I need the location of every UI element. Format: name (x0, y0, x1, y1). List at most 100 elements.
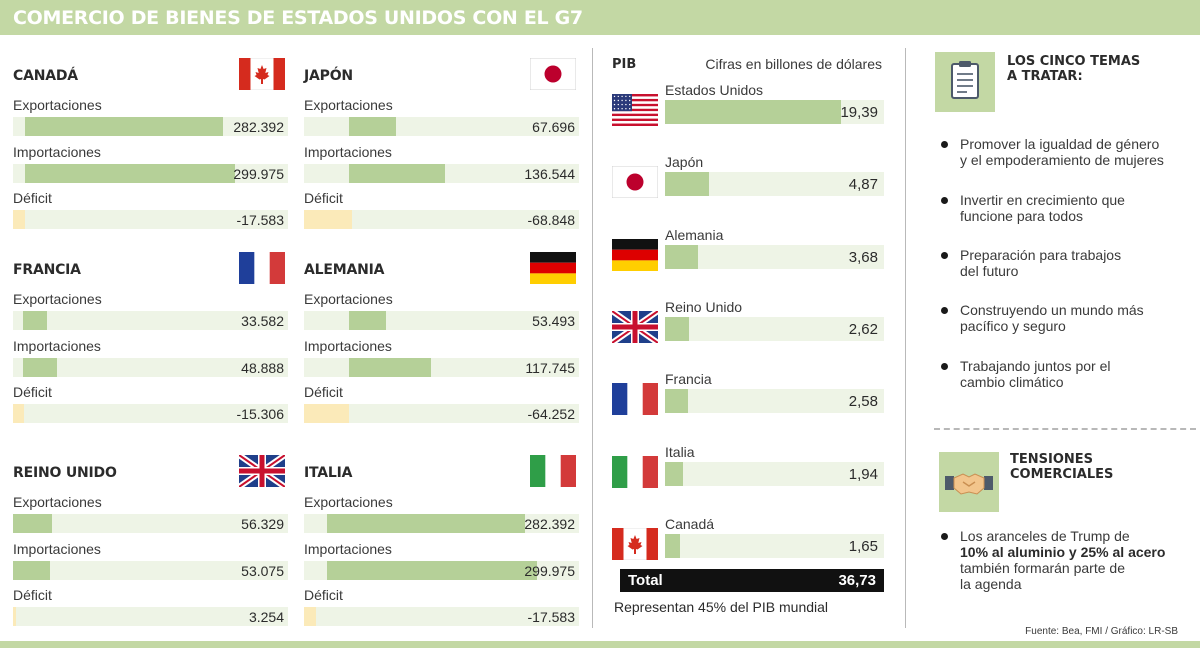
pib-value: 3,68 (848, 248, 878, 266)
pib-country-name: Alemania (665, 226, 724, 243)
theme-bullet-dot (941, 197, 948, 204)
metric-value: 282.392 (524, 516, 575, 532)
theme-item-line2: funcione para todos (960, 208, 1083, 224)
pib-bar (665, 172, 710, 197)
metric-exports: Exportaciones 53.493 (304, 291, 579, 335)
pib-value: 4,87 (848, 176, 878, 194)
title-bar: COMERCIO DE BIENES DE ESTADOS UNIDOS CON… (0, 0, 1200, 35)
pib-bar-track (665, 316, 884, 341)
france-flag (239, 252, 285, 284)
tensions-bullet-dot (941, 533, 948, 540)
metric-deficit: Déficit -68.848 (304, 190, 579, 234)
metric-label: Exportaciones (13, 97, 102, 113)
germany-flag (612, 238, 658, 271)
country-block-0: CANADÁ Exportaciones 282.392 Importaciones 2… (13, 57, 288, 243)
bar-track (304, 514, 579, 533)
country-block-4: REINO UNIDO Exportaciones 56.329 Importacio… (13, 452, 288, 640)
bar-imports (25, 164, 235, 183)
pib-bar-track (665, 389, 884, 414)
bar-imports (349, 164, 445, 183)
bar-imports (327, 561, 537, 580)
metric-exports: Exportaciones 282.392 (304, 494, 579, 538)
pib-country-name: Japón (665, 154, 704, 171)
japan-flag (529, 57, 577, 91)
bar-track (13, 514, 288, 533)
tensions-heading-line1: TENSIONES (1010, 452, 1094, 467)
pib-country-name: Canadá (665, 515, 715, 532)
country-block-2: FRANCIA Exportaciones 33.582 Importaciones 4… (13, 252, 288, 437)
uk-flag (610, 308, 660, 346)
country-name: FRANCIA (13, 262, 81, 278)
pib-bar-track (665, 172, 884, 197)
country-name: REINO UNIDO (13, 465, 117, 481)
bar-exports (13, 514, 53, 533)
theme-bullet-dot (941, 141, 948, 148)
bar-exports (25, 117, 223, 136)
bar-track (304, 404, 579, 423)
themes-heading-line1: LOS CINCO TEMAS (1007, 54, 1141, 69)
pib-value: 19,39 (840, 104, 878, 121)
pib-country-name: Estados Unidos (665, 82, 764, 98)
country-name: ALEMANIA (304, 262, 385, 278)
pib-row: Italia 1,94 (612, 444, 884, 500)
metric-value: 299.975 (233, 166, 284, 182)
bar-track (304, 164, 579, 183)
bar-track (13, 561, 288, 580)
metric-exports: Exportaciones 67.696 (304, 97, 579, 141)
pib-total-bar: Total 36,73 (620, 569, 884, 592)
bar-exports (327, 514, 525, 533)
divider-left (592, 48, 593, 628)
metric-label: Exportaciones (304, 97, 393, 113)
metric-label: Déficit (304, 587, 343, 603)
bar-deficit (13, 404, 24, 423)
italy-flag (612, 455, 658, 488)
theme-item-line2: del futuro (960, 263, 1019, 279)
italy-flag (530, 455, 576, 487)
metric-value: 56.329 (241, 516, 284, 532)
bar-deficit (13, 210, 26, 229)
metric-deficit: Déficit -64.252 (304, 384, 579, 428)
metric-value: 53.075 (241, 563, 284, 579)
usa-flag (612, 94, 658, 126)
theme-item: Trabajando juntos por el cambio climático (960, 358, 1110, 390)
metric-label: Déficit (13, 190, 52, 206)
theme-bullet-dot (941, 363, 948, 370)
uk-flag (237, 452, 287, 490)
pib-title: PIB (612, 57, 637, 72)
japan-flag (611, 165, 659, 199)
metric-label: Importaciones (304, 144, 392, 160)
pib-value: 1,94 (848, 465, 878, 483)
bar-exports (349, 311, 387, 330)
pib-footnote: Representan 45% del PIB mundial (614, 599, 829, 615)
metric-label: Déficit (13, 384, 52, 400)
metric-value: -68.848 (527, 212, 575, 228)
tensions-text: Los aranceles de Trump de 10% al alumini… (960, 528, 1165, 592)
metric-label: Importaciones (13, 541, 101, 557)
pib-bar (665, 316, 689, 341)
metric-value: 282.392 (233, 119, 284, 135)
pib-row: Alemania 3,68 (612, 227, 884, 283)
tensions-line2: 10% al aluminio y 25% al acero (960, 544, 1165, 560)
pib-row: Reino Unido 2,62 (610, 299, 884, 355)
country-name: CANADÁ (13, 68, 78, 84)
pib-bar (665, 533, 680, 558)
tensions-line3: también formarán parte de (960, 560, 1125, 576)
pib-chart: PIB Cifras en billones de dólares Estado… (610, 50, 884, 620)
metric-exports: Exportaciones 56.329 (13, 494, 288, 538)
metric-value: 299.975 (524, 563, 575, 579)
metric-value: -15.306 (236, 406, 284, 422)
pib-country-name: Francia (665, 371, 712, 388)
metric-label: Exportaciones (13, 494, 102, 510)
page-title: COMERCIO DE BIENES DE ESTADOS UNIDOS CON… (13, 7, 583, 29)
metric-label: Exportaciones (13, 291, 102, 307)
bar-track (13, 117, 288, 136)
country-block-5: ITALIA Exportaciones 282.392 Importaciones 2… (304, 455, 579, 640)
pib-row: Japón 4,87 (611, 154, 884, 210)
metric-value: 3.254 (248, 609, 284, 625)
canada-flag (611, 527, 659, 561)
themes-heading: LOS CINCO TEMAS A TRATAR: (1007, 54, 1140, 84)
bar-track (13, 404, 288, 423)
country-block-3: ALEMANIA Exportaciones 53.493 Importaciones… (304, 252, 579, 437)
bar-track (304, 358, 579, 377)
pib-bar-track (665, 100, 884, 124)
